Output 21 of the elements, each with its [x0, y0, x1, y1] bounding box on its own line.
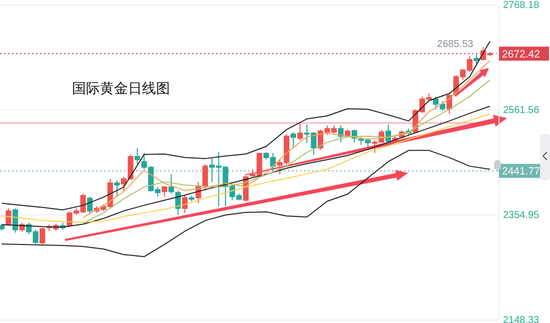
- ref-line-label: 2441.77: [502, 166, 540, 178]
- candlestick: [297, 123, 303, 141]
- candlestick: [188, 195, 194, 202]
- candlestick: [134, 147, 140, 166]
- candlestick: [474, 54, 480, 65]
- candlestick: [0, 223, 4, 232]
- text: 国际黄金日线图: [72, 81, 170, 97]
- y-tick-label: 2148.33: [503, 315, 540, 323]
- candlestick: [168, 174, 174, 194]
- candlestick: [162, 186, 168, 198]
- candlestick: [182, 195, 188, 214]
- candlestick: [40, 227, 46, 244]
- y-tick-label: 2561.56: [503, 105, 540, 116]
- y-tick-label: 2354.95: [503, 210, 540, 222]
- candlestick: [114, 180, 120, 196]
- candlestick: [175, 190, 181, 216]
- candlestick: [290, 132, 296, 148]
- ref-line-label: 2672.42: [502, 48, 540, 60]
- candlestick: [202, 164, 208, 192]
- annotation: 2685.53: [437, 39, 474, 50]
- y-tick-label: 2768.18: [503, 0, 540, 12]
